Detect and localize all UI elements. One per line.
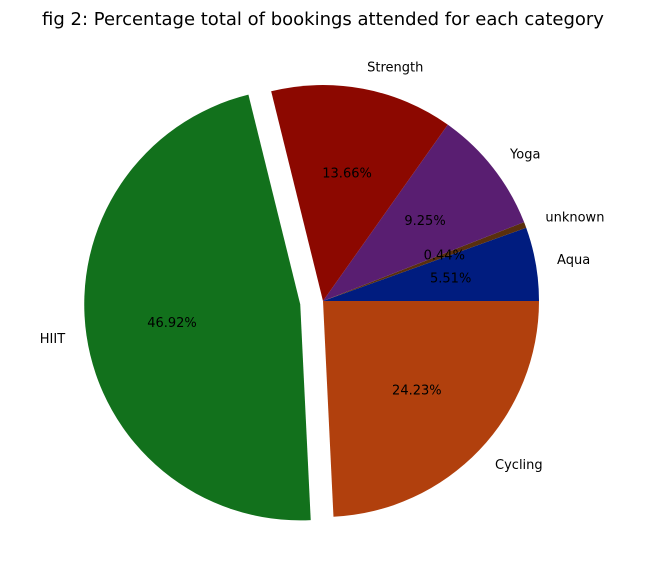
slice-label-unknown: unknown [545,210,604,225]
slice-label-aqua: Aqua [557,253,590,268]
slice-label-cycling: Cycling [495,458,543,473]
pie-slice-hiit [84,94,311,521]
slice-percent-unknown: 0.44% [424,248,465,263]
slice-percent-hiit: 46.92% [147,316,197,331]
chart-title: fig 2: Percentage total of bookings atte… [42,9,604,30]
pie-slice-unknown [323,222,527,301]
slice-label-hiit: HIIT [40,332,65,347]
slice-label-yoga: Yoga [509,148,540,163]
slice-percent-aqua: 5.51% [430,272,471,287]
slice-label-strength: Strength [367,61,423,76]
slice-percent-cycling: 24.23% [392,383,442,398]
pie-slice-aqua [323,227,539,301]
pie-slice-strength [271,84,448,301]
pie-labels: Aqua 5.51% unknown 0.44% Yoga 9.25% Strength 13… [40,61,605,473]
pie-slice-cycling [323,301,539,517]
pie-slices [84,84,539,521]
pie-slice-yoga [323,124,525,301]
slice-percent-yoga: 9.25% [404,214,445,229]
slice-percent-strength: 13.66% [322,167,372,182]
